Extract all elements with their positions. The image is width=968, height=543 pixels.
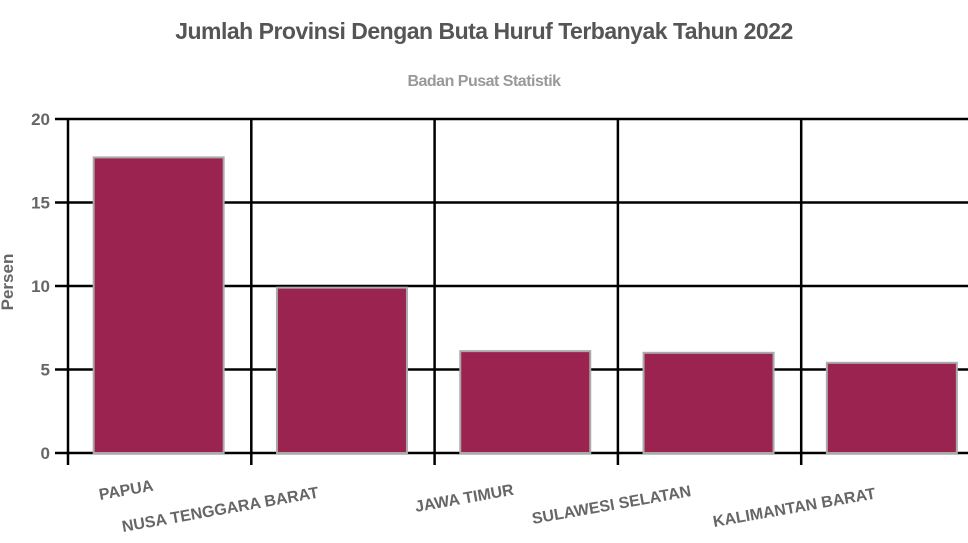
bar-papua (92, 156, 225, 454)
x-tick-label: SULAWESI SELATAN (531, 483, 693, 528)
chart-subtitle: Badan Pusat Statistik (407, 73, 561, 90)
x-tick-label: PAPUA (98, 478, 155, 504)
y-tick-label: 5 (41, 361, 50, 380)
x-tick-label: KALIMANTAN BARAT (712, 486, 877, 531)
chart-title: Jumlah Provinsi Dengan Buta Huruf Terban… (175, 18, 793, 44)
bar-jawa-timur (459, 350, 592, 455)
bar-kalimantan-barat (825, 361, 958, 455)
y-tick-label: 15 (31, 194, 50, 213)
y-tick-label: 20 (31, 110, 50, 129)
x-tick-label: JAWA TIMUR (414, 482, 516, 516)
bar-sulawesi-selatan (642, 351, 775, 454)
y-tick-label: 0 (41, 444, 50, 463)
y-tick-label: 10 (31, 277, 50, 296)
bar-nusa-tenggara-barat (275, 286, 408, 455)
